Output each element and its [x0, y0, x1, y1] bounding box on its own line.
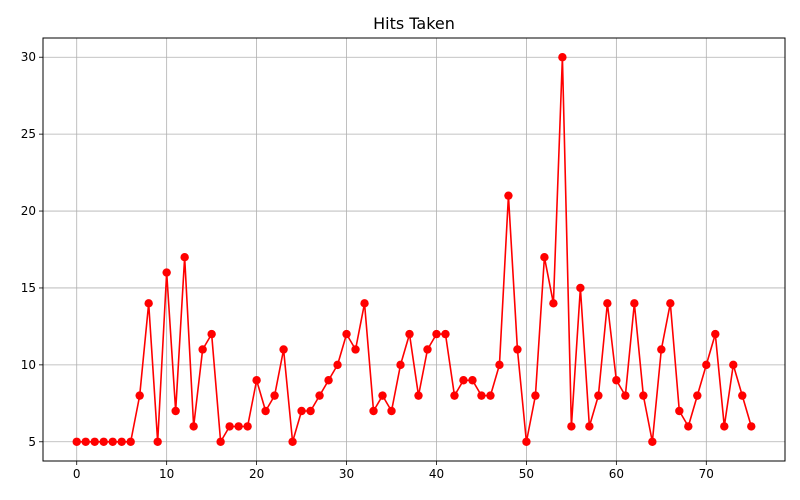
data-point — [513, 345, 522, 354]
data-point — [468, 376, 477, 385]
data-point — [81, 437, 90, 446]
data-point — [675, 406, 684, 416]
data-point — [243, 422, 252, 431]
data-point — [252, 376, 261, 385]
data-point — [198, 345, 207, 354]
data-point — [648, 437, 657, 446]
data-point — [279, 345, 288, 354]
data-point — [549, 299, 558, 308]
data-point — [495, 360, 504, 370]
data-point — [135, 391, 144, 400]
data-point — [594, 391, 603, 400]
data-point — [450, 391, 459, 400]
data-point — [414, 391, 423, 400]
data-point — [657, 345, 666, 354]
data-point — [180, 252, 189, 262]
data-point — [171, 406, 180, 416]
x-tick-label: 60 — [609, 467, 624, 481]
y-tick-label: 15 — [21, 281, 36, 295]
data-point — [684, 422, 693, 431]
data-point — [108, 437, 117, 446]
x-tick-label: 30 — [339, 467, 354, 481]
data-point — [396, 360, 405, 370]
data-point — [729, 360, 738, 370]
data-point — [747, 422, 756, 431]
x-axis: 0 10 20 30 40 50 60 70 — [73, 461, 714, 481]
data-point — [288, 437, 297, 446]
data-point — [216, 437, 225, 446]
data-point — [126, 437, 135, 446]
data-point — [738, 391, 747, 400]
data-point — [621, 391, 630, 400]
data-point — [351, 345, 360, 354]
data-point — [387, 406, 396, 416]
data-point — [666, 299, 675, 308]
y-tick-label: 10 — [21, 358, 36, 372]
x-tick-label: 20 — [249, 467, 264, 481]
data-point — [225, 422, 234, 431]
data-point — [162, 268, 171, 277]
x-tick-label: 10 — [159, 467, 174, 481]
y-tick-label: 20 — [21, 204, 36, 218]
data-point — [540, 252, 549, 262]
data-point — [261, 406, 270, 416]
data-point — [315, 391, 324, 400]
data-point — [477, 391, 486, 400]
data-point — [333, 360, 342, 370]
data-point — [360, 299, 369, 308]
data-point — [459, 376, 468, 385]
data-point — [585, 422, 594, 431]
data-point — [117, 437, 126, 446]
data-point — [486, 391, 495, 400]
data-point — [405, 329, 414, 339]
y-tick-label: 30 — [21, 50, 36, 64]
data-point — [558, 53, 567, 62]
data-point — [189, 422, 198, 431]
series-group — [72, 53, 756, 446]
data-point — [639, 391, 648, 400]
data-point — [423, 345, 432, 354]
data-point — [630, 299, 639, 308]
x-tick-label: 0 — [73, 467, 81, 481]
data-point — [324, 376, 333, 385]
data-point — [72, 437, 81, 446]
data-point — [693, 391, 702, 400]
y-axis: 5 10 15 20 25 30 — [21, 50, 43, 449]
series-line — [76, 56, 753, 443]
y-tick-label: 25 — [21, 127, 36, 141]
y-tick-label: 5 — [28, 435, 36, 449]
plot-area-frame — [42, 37, 786, 462]
data-point — [234, 422, 243, 431]
data-point — [522, 437, 531, 446]
data-point — [603, 299, 612, 308]
data-point — [369, 406, 378, 416]
data-point — [711, 329, 720, 339]
data-point — [144, 299, 153, 308]
chart-title: Hits Taken — [373, 14, 455, 33]
data-point — [90, 437, 99, 446]
data-point — [306, 406, 315, 416]
data-point — [432, 329, 441, 339]
x-tick-label: 50 — [519, 467, 534, 481]
x-tick-label: 40 — [429, 467, 444, 481]
data-point — [207, 329, 216, 339]
data-point — [297, 406, 306, 416]
data-point — [504, 191, 513, 200]
data-point — [531, 391, 540, 400]
data-point — [567, 422, 576, 431]
data-point — [441, 329, 450, 339]
data-point — [576, 283, 585, 293]
data-point — [720, 422, 729, 431]
data-point — [99, 437, 108, 446]
data-point — [702, 360, 711, 370]
data-point — [378, 391, 387, 400]
data-point — [270, 391, 279, 400]
data-point — [612, 376, 621, 385]
x-tick-label: 70 — [699, 467, 714, 481]
grid — [43, 38, 785, 461]
data-point — [342, 329, 351, 339]
data-point — [153, 437, 162, 446]
